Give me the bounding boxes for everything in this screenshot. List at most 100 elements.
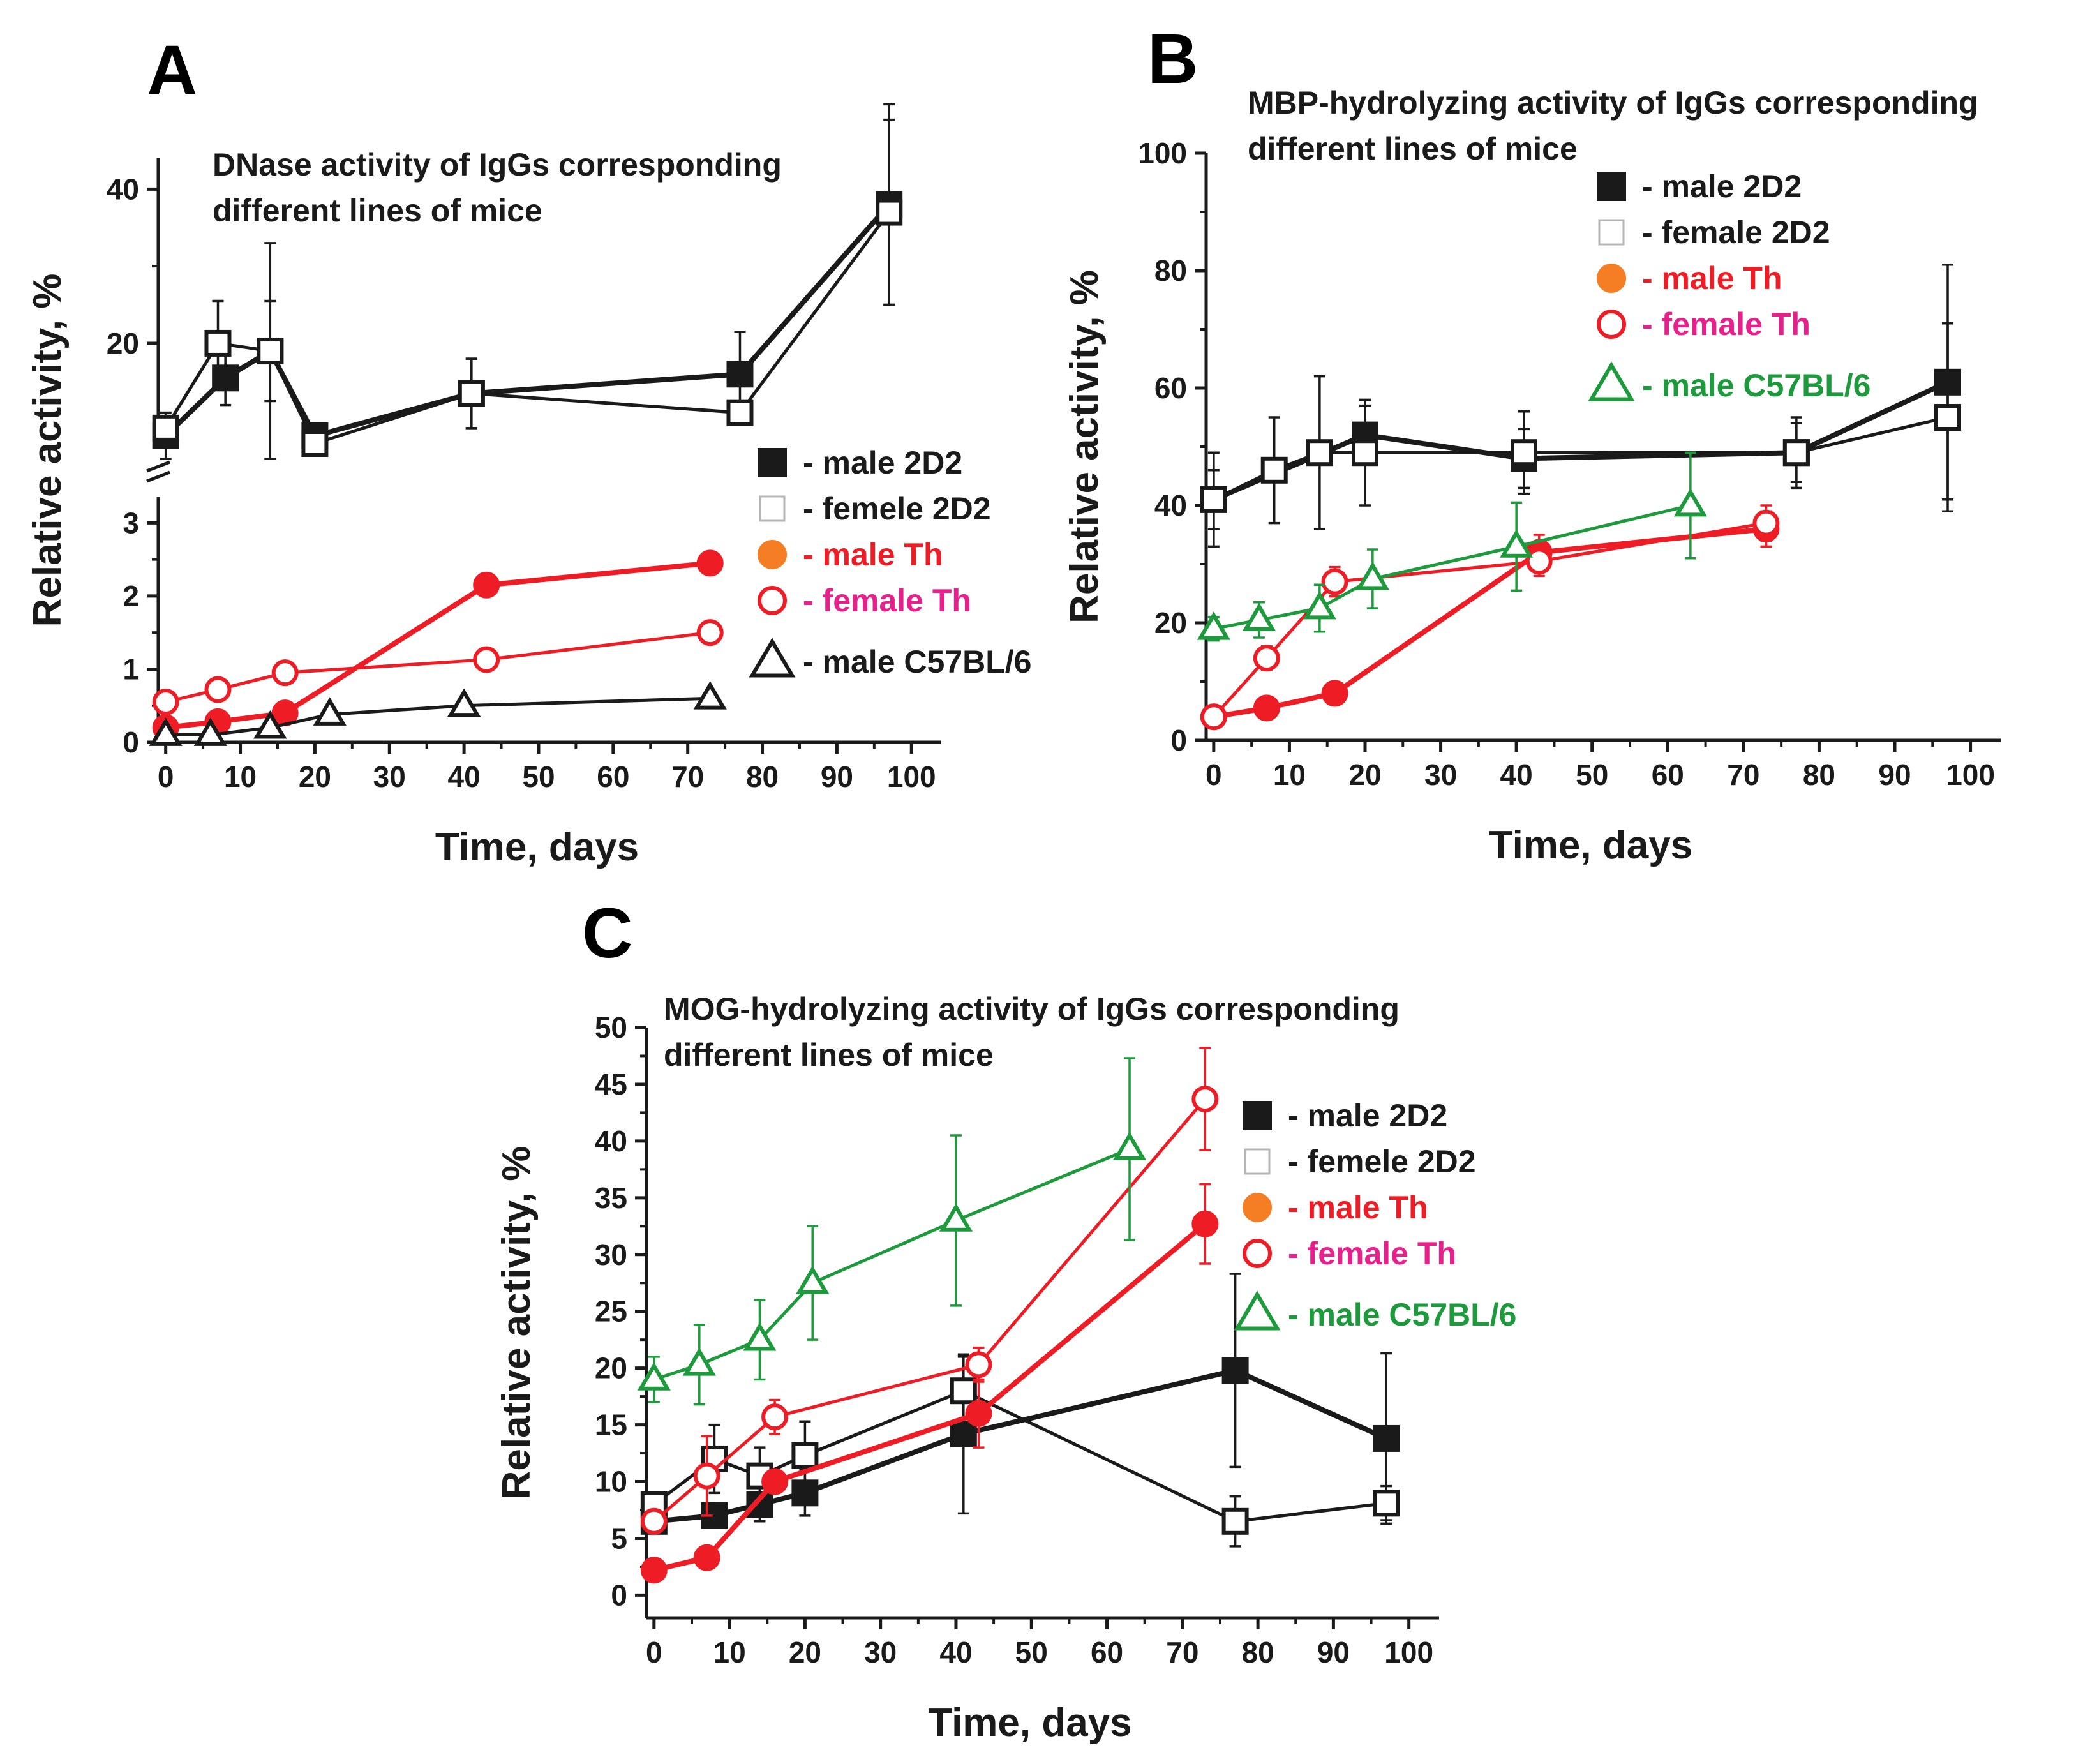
chart-a-axis-break-mark (146, 470, 170, 483)
chart-b-point-female-2d2 (1260, 456, 1288, 484)
chart-c-point-female-th (640, 1507, 668, 1535)
chart-b-point-female-2d2 (1934, 404, 1961, 431)
chart-c-legend-marker-male-c57bl-6 (1234, 1290, 1281, 1331)
chart-c-y-tick-label: 35 (595, 1181, 627, 1215)
chart-c-point-female-th (965, 1351, 992, 1379)
chart-a-point-male-th (696, 549, 724, 577)
chart-a-legend-marker-female-th (758, 586, 787, 615)
chart-b-legend-marker-female-2d2 (1598, 219, 1625, 246)
chart-c-x-tick-label: 80 (1242, 1636, 1274, 1669)
chart-c-point-male-th (640, 1557, 668, 1584)
chart-b-y-tick-label: 0 (1170, 724, 1187, 757)
chart-b-point-female-th (1321, 568, 1348, 595)
chart-a-point-female-th (696, 619, 724, 647)
chart-c-y-tick-label: 10 (595, 1465, 627, 1499)
chart-b-point-female-2d2 (1511, 439, 1537, 467)
chart-b-y-tick-label: 60 (1154, 371, 1187, 405)
chart-c-x-tick-label: 100 (1384, 1636, 1433, 1669)
chart-b-point-female-2d2 (1200, 486, 1227, 513)
chart-b-x-tick-label: 0 (1206, 758, 1222, 791)
chart-c-series-male-c57bl-6 (637, 1057, 1147, 1406)
chart-b-x-tick-label: 90 (1878, 758, 1911, 791)
chart-b-point-male-c57bl-6 (1303, 590, 1336, 620)
chart-b-x-axis-title: Time, days (1489, 823, 1692, 867)
chart-b-point-female-th (1525, 548, 1553, 575)
chart-b-legend-label-male-c57bl-6: - male C57BL/6 (1642, 368, 1870, 403)
chart-a-x-tick-label: 100 (887, 760, 936, 793)
chart-c-legend: - male 2D2 - femele 2D2 - male Th - female … (1234, 1098, 1516, 1333)
chart-b-point-male-c57bl-6 (1673, 488, 1707, 517)
chart-c-legend-label-male-2d2: - male 2D2 (1288, 1098, 1447, 1133)
chart-c-x-tick-label: 20 (789, 1636, 821, 1669)
chart-b-y-tick-label: 100 (1138, 137, 1187, 170)
chart-a-legend-marker-male-2d2 (758, 448, 787, 477)
chart-b-point-female-th (1253, 645, 1280, 672)
chart-c-point-male-c57bl-6 (796, 1266, 830, 1294)
chart-a-x-tick-label: 20 (299, 760, 331, 793)
chart-c-x-tick-label: 60 (1091, 1636, 1123, 1669)
chart-b-y-tick-label: 80 (1154, 254, 1187, 287)
chart-b-point-male-c57bl-6 (1500, 529, 1534, 558)
chart-b-series-female-2d2 (1200, 322, 1961, 548)
chart-c-x-tick-label: 0 (646, 1636, 662, 1669)
chart-c-title-line: different lines of mice (664, 1037, 994, 1073)
chart-b-series-male-c57bl-6 (1197, 451, 1707, 642)
chart-a-title-line: DNase activity of IgGs corresponding (213, 147, 782, 183)
chart-a-title-line: different lines of mice (213, 193, 542, 228)
chart-a-legend-label-femele-2d2: - femele 2D2 (803, 491, 991, 527)
panel-letter-b: B (1147, 20, 1198, 98)
chart-b-legend: - male 2D2 - female 2D2 - male Th - female … (1588, 168, 1870, 403)
chart-a-y-tick-label: 0 (123, 726, 139, 759)
chart-c-legend-marker-male-2d2 (1243, 1101, 1272, 1130)
chart-c-y-tick-label: 40 (595, 1125, 627, 1158)
chart-c-point-male-th (693, 1544, 720, 1571)
chart-a-y-tick-label: 2 (123, 579, 139, 613)
chart-b-point-female-th (1200, 703, 1227, 731)
chart-a-x-tick-label: 50 (522, 760, 555, 793)
chart-c-axes: 0 10 20 30 40 50 60 70 80 90 100 0 5 10 15 20 25 30 35 40 45… (495, 991, 1439, 1745)
chart-c-legend-marker-female-th (1243, 1239, 1272, 1268)
chart-c-point-male-2d2 (1373, 1424, 1400, 1452)
chart-b-point-male-c57bl-6 (1355, 561, 1389, 590)
chart-a-legend-label-male-c57bl-6: - male C57BL/6 (803, 644, 1031, 680)
chart-b-x-tick-label: 100 (1946, 758, 1995, 791)
chart-c-title-line: MOG-hydrolyzing activity of IgGs corresp… (664, 991, 1400, 1027)
chart-c-point-femele-2d2 (1373, 1490, 1400, 1517)
chart-c-point-male-2d2 (1221, 1357, 1249, 1384)
chart-b-x-tick-label: 20 (1348, 758, 1381, 791)
chart-a-y-tick-label: 3 (123, 506, 139, 539)
chart-a-x-tick-label: 10 (224, 760, 257, 793)
chart-b-x-tick-label: 70 (1727, 758, 1759, 791)
chart-c-y-tick-label: 20 (595, 1352, 627, 1385)
chart-panel-a: 0 10 20 30 40 50 60 70 80 90 100 0 1 2 3 20 40 Time, days… (26, 103, 1031, 869)
chart-a-series-female-th (152, 619, 724, 715)
chart-b-x-tick-label: 40 (1500, 758, 1533, 791)
chart-a-y-tick-label: 20 (107, 327, 139, 360)
chart-a-point-male-2d2 (726, 361, 754, 388)
chart-c-point-male-c57bl-6 (682, 1347, 716, 1376)
chart-b-y-axis-title: Relative activity, % (1063, 270, 1107, 624)
chart-c-series-male-th (640, 1183, 1219, 1584)
chart-a-y-tick-label: 1 (123, 652, 139, 685)
chart-c-point-female-th (761, 1403, 789, 1431)
chart-a-point-femele-2d2 (301, 430, 329, 457)
chart-c-y-tick-label: 50 (595, 1011, 627, 1044)
chart-c-point-male-th (1191, 1210, 1219, 1237)
chart-c-x-tick-label: 70 (1166, 1636, 1198, 1669)
chart-a-point-male-th (473, 571, 500, 599)
chart-c-point-male-c57bl-6 (1112, 1132, 1147, 1160)
chart-b-x-tick-label: 50 (1576, 758, 1608, 791)
chart-c-x-tick-label: 10 (713, 1636, 746, 1669)
chart-b-point-female-2d2 (1306, 439, 1333, 467)
chart-b-point-female-th (1752, 509, 1780, 537)
chart-a-series-male-c57bl-6 (149, 681, 727, 746)
chart-a-axis-break-mark (146, 460, 170, 473)
chart-a-point-male-c57bl-6 (693, 681, 727, 710)
chart-c-y-tick-label: 0 (611, 1578, 627, 1611)
chart-c-x-axis-title: Time, days (928, 1701, 1131, 1745)
chart-c-legend-label-femele-2d2: - femele 2D2 (1288, 1144, 1476, 1179)
chart-a-point-male-c57bl-6 (149, 717, 183, 746)
chart-a-point-female-th (204, 676, 232, 703)
